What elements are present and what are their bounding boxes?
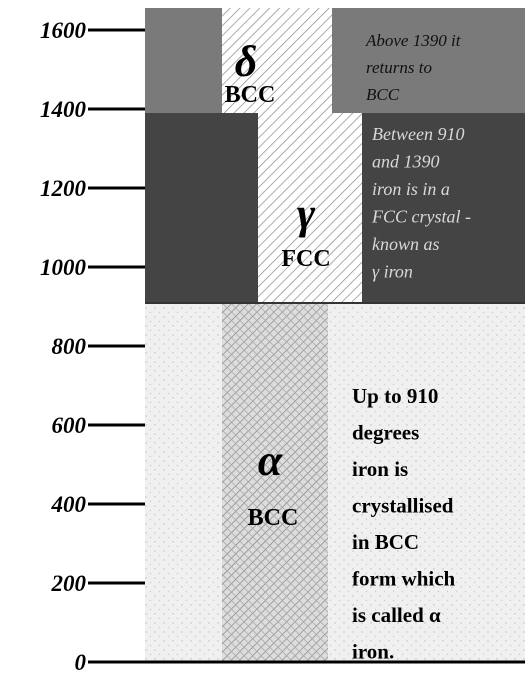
delta-column: [222, 8, 332, 113]
alpha-region: [145, 303, 525, 663]
tick-label: 1400: [40, 97, 87, 122]
alpha-description-line: iron.: [352, 640, 394, 664]
delta-symbol: δ: [235, 37, 258, 86]
gamma-structure: FCC: [281, 246, 330, 272]
gamma-description-line: and 1390: [372, 152, 440, 172]
alpha-description-line: Up to 910: [352, 384, 438, 408]
delta-structure: BCC: [225, 82, 276, 108]
delta-description-line: Above 1390 it: [365, 31, 462, 50]
alpha-column: [222, 303, 328, 663]
alpha-description-line: form which: [352, 567, 456, 591]
gamma-column: [258, 113, 362, 303]
gamma-description-line: known as: [372, 234, 440, 254]
alpha-description-line: in BCC: [352, 530, 419, 554]
tick-label: 1000: [40, 255, 87, 280]
alpha-description-line: degrees: [352, 421, 419, 445]
tick-label: 800: [52, 334, 87, 359]
alpha-symbol: α: [258, 436, 283, 485]
tick-label: 1200: [40, 176, 87, 201]
delta-description-line: returns to: [366, 58, 432, 77]
tick-label: 600: [52, 413, 87, 438]
tick-label: 200: [51, 571, 87, 596]
alpha-description-line: crystallised: [352, 494, 454, 518]
gamma-description-line: FCC crystal -: [371, 207, 471, 227]
delta-region: [145, 8, 525, 113]
alpha-structure: BCC: [248, 505, 299, 531]
tick-label: 0: [75, 650, 87, 675]
alpha-description-line: is called α: [352, 603, 441, 627]
alpha-description-line: iron is: [352, 457, 408, 481]
gamma-description-line: iron is in a: [372, 179, 450, 199]
gamma-description-line: γ iron: [372, 262, 413, 282]
tick-label: 400: [51, 492, 87, 517]
tick-label: 1600: [40, 18, 87, 43]
delta-description-line: BCC: [366, 85, 400, 104]
gamma-description-line: Between 910: [372, 124, 464, 144]
gamma-symbol: γ: [297, 189, 316, 238]
